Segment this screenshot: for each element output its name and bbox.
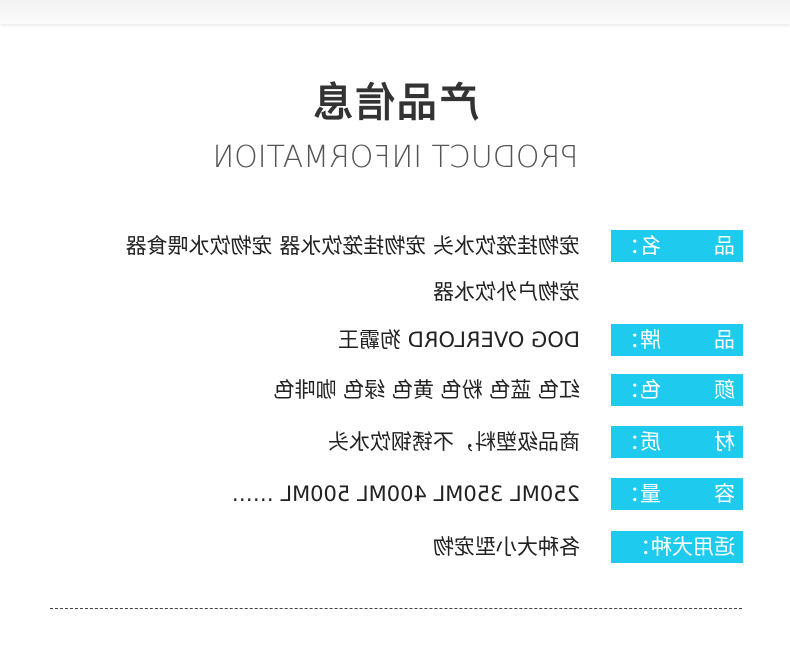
info-row-name: 品 名： 宠物挂笼饮水头 宠物挂笼饮水器 宠物饮水喂食器 宠物户外饮水器 (0, 230, 790, 304)
row-value-continued: 宠物户外饮水器 (433, 280, 580, 304)
row-value: DOG OVERLORD 狗霸王 (338, 328, 580, 352)
top-bar-shadow (0, 0, 790, 24)
page-subtitle: PRODUCT INFORMATION (211, 140, 579, 175)
label-text: 适用犬种： (630, 535, 735, 559)
info-row-material: 材 质： 商品级塑料，不锈钢饮水头 (0, 426, 790, 458)
row-label: 容 量： (611, 478, 743, 510)
label-rest: 质： (619, 430, 661, 454)
row-label: 适用犬种： (611, 531, 743, 563)
label-first-char: 品 (714, 234, 735, 258)
label-first-char: 品 (714, 328, 735, 352)
row-label: 品 牌： (611, 324, 743, 356)
info-row-breed: 适用犬种： 各种大小型宠物 (0, 531, 790, 563)
page-title: 产品信息 (311, 80, 479, 126)
row-value: 宠物挂笼饮水头 宠物挂笼饮水器 宠物饮水喂食器 (125, 234, 580, 258)
label-rest: 色： (619, 378, 661, 402)
info-row-capacity: 容 量： 250ML 350ML 400ML 500ML …… (0, 478, 790, 510)
row-value: 红色 蓝色 粉色 黄色 绿色 咖啡色 (273, 378, 580, 402)
info-row-color: 颜 色： 红色 蓝色 粉色 黄色 绿色 咖啡色 (0, 374, 790, 406)
label-rest: 牌： (619, 328, 661, 352)
row-label: 颜 色： (611, 374, 743, 406)
row-value: 商品级塑料，不锈钢饮水头 (328, 430, 580, 454)
dashed-divider (50, 608, 742, 609)
label-first-char: 材 (714, 430, 735, 454)
info-row-brand: 品 牌： DOG OVERLORD 狗霸王 (0, 324, 790, 356)
label-rest: 名： (619, 234, 661, 258)
row-value: 250ML 350ML 400ML 500ML …… (231, 482, 580, 506)
label-rest: 量： (619, 482, 661, 506)
row-label: 材 质： (611, 426, 743, 458)
row-value: 各种大小型宠物 (433, 535, 580, 559)
row-label: 品 名： (611, 230, 743, 262)
label-first-char: 容 (714, 482, 735, 506)
label-first-char: 颜 (714, 378, 735, 402)
